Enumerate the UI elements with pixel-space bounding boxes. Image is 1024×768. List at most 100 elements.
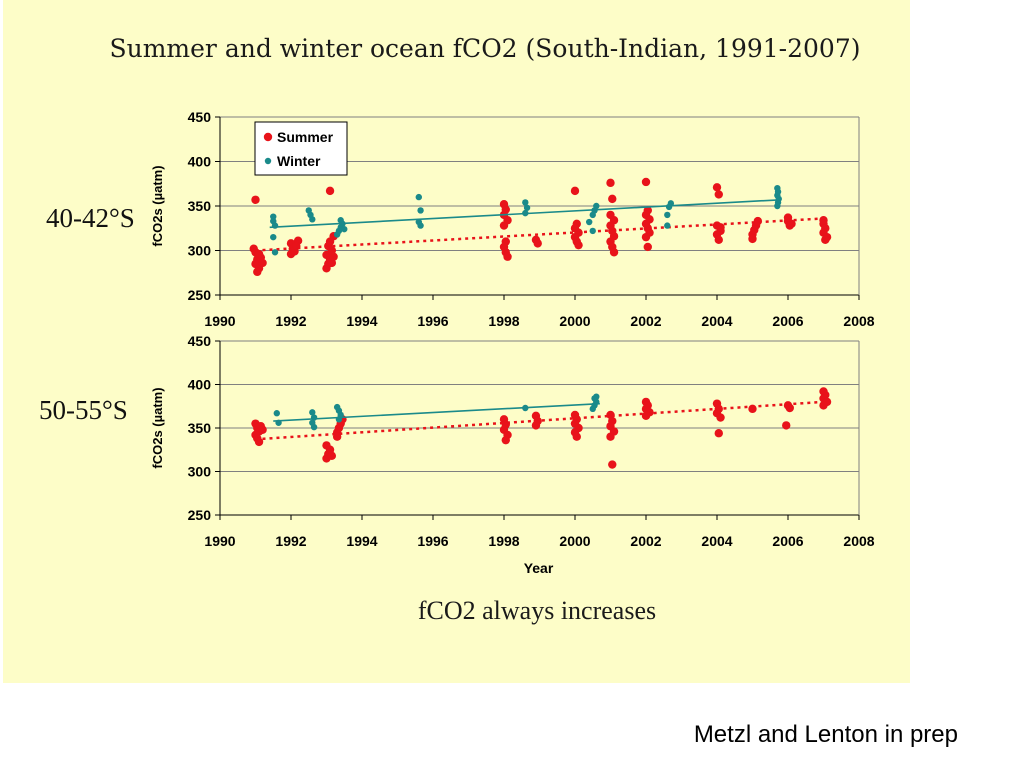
data-point-summer (606, 432, 615, 441)
data-point-summer (783, 213, 793, 222)
data-point-winter (271, 249, 279, 256)
data-point-summer (819, 216, 828, 225)
data-point-summer (254, 249, 264, 259)
y-axis-label: fCO2s (µatm) (150, 165, 165, 246)
data-point-winter (774, 202, 781, 210)
x-tick-label: 2002 (630, 533, 661, 549)
data-point-summer (641, 232, 651, 242)
x-tick-label: 1994 (346, 533, 377, 549)
x-tick-label: 1992 (275, 313, 306, 329)
legend-marker-summer (263, 132, 273, 142)
data-point-winter (337, 217, 344, 224)
data-point-winter (310, 423, 318, 431)
trendline-winter (273, 402, 600, 422)
data-point-summer (609, 248, 619, 257)
y-tick-label: 450 (188, 109, 212, 125)
credit-text: Metzl and Lenton in prep (693, 721, 958, 748)
data-point-summer (499, 221, 509, 230)
x-tick-label: 2004 (701, 313, 732, 329)
y-tick-label: 350 (188, 198, 212, 214)
data-point-summer (501, 435, 510, 445)
data-point-summer (503, 252, 512, 261)
x-tick-label: 1992 (275, 533, 306, 549)
data-point-summer (641, 177, 651, 187)
y-axis-label: fCO2s (µatm) (150, 387, 165, 468)
data-point-summer (574, 240, 583, 250)
data-point-summer (782, 421, 791, 430)
x-tick-label: 2006 (772, 313, 803, 329)
y-tick-label: 250 (188, 507, 212, 523)
data-point-summer (329, 252, 338, 261)
data-point-winter (270, 233, 277, 241)
legend-label-summer: Summer (277, 129, 334, 145)
data-point-summer (785, 403, 794, 413)
legend-marker-winter (264, 157, 272, 165)
data-point-winter (523, 204, 531, 211)
data-point-summer (322, 441, 331, 450)
footer-note: fCO2 always increases (417, 596, 657, 625)
y-tick-label: 400 (188, 377, 212, 393)
data-point-summer (748, 404, 757, 414)
legend-box (254, 121, 348, 176)
y-tick-label: 300 (188, 464, 212, 480)
region-label-40-42s: 40-42°S (46, 203, 135, 233)
data-point-winter (415, 193, 422, 201)
data-point-winter (270, 213, 277, 220)
data-point-winter (593, 393, 600, 400)
data-point-winter (593, 202, 600, 210)
data-point-summer (716, 413, 725, 422)
y-tick-label: 400 (188, 154, 212, 170)
data-point-winter (417, 222, 424, 229)
data-point-summer (325, 186, 335, 196)
data-point-winter (417, 207, 424, 214)
x-tick-label: 1998 (488, 533, 519, 549)
region-label-50-55s: 50-55°S (39, 395, 128, 425)
x-tick-label: 1990 (204, 313, 235, 329)
data-point-winter (522, 199, 529, 206)
data-point-winter (664, 222, 671, 229)
data-point-summer (253, 267, 262, 277)
x-tick-label: 2006 (772, 533, 803, 549)
data-point-summer (608, 194, 617, 204)
x-tick-label: 1990 (204, 533, 235, 549)
data-point-winter (309, 409, 316, 416)
trendline-winter (269, 198, 781, 229)
data-point-summer (258, 258, 267, 268)
data-point-winter (589, 227, 596, 235)
x-tick-label: 1996 (417, 533, 448, 549)
x-tick-label: 2000 (559, 533, 590, 549)
x-tick-label: 2008 (843, 533, 874, 549)
y-tick-label: 450 (188, 333, 212, 349)
x-tick-label: 2000 (559, 313, 590, 329)
data-point-summer (570, 186, 580, 196)
y-tick-label: 250 (188, 287, 212, 303)
slide-title: Summer and winter ocean fCO2 (South-Indi… (109, 34, 861, 63)
data-point-summer (258, 425, 267, 434)
data-point-summer (821, 235, 830, 245)
data-point-summer (712, 183, 722, 192)
data-point-winter (341, 225, 348, 233)
data-point-summer (533, 239, 542, 248)
data-point-summer (606, 178, 615, 188)
x-tick-label: 1998 (488, 313, 519, 329)
data-point-summer (531, 421, 541, 430)
data-point-winter (664, 211, 671, 219)
x-axis-label: Year (524, 560, 554, 576)
y-tick-label: 300 (188, 243, 212, 259)
x-tick-label: 2008 (843, 313, 874, 329)
data-point-summer (327, 451, 337, 461)
data-point-summer (714, 235, 723, 245)
legend-label-winter: Winter (277, 153, 321, 169)
data-point-summer (643, 242, 652, 252)
data-point-summer (714, 429, 723, 438)
data-point-winter (309, 216, 316, 223)
data-point-summer (787, 219, 796, 228)
x-tick-label: 2004 (701, 533, 732, 549)
data-point-summer (572, 432, 581, 441)
data-point-summer (251, 195, 260, 204)
data-point-summer (748, 234, 757, 244)
data-point-winter (273, 410, 280, 417)
x-tick-label: 1994 (346, 313, 377, 329)
data-point-summer (608, 460, 617, 469)
